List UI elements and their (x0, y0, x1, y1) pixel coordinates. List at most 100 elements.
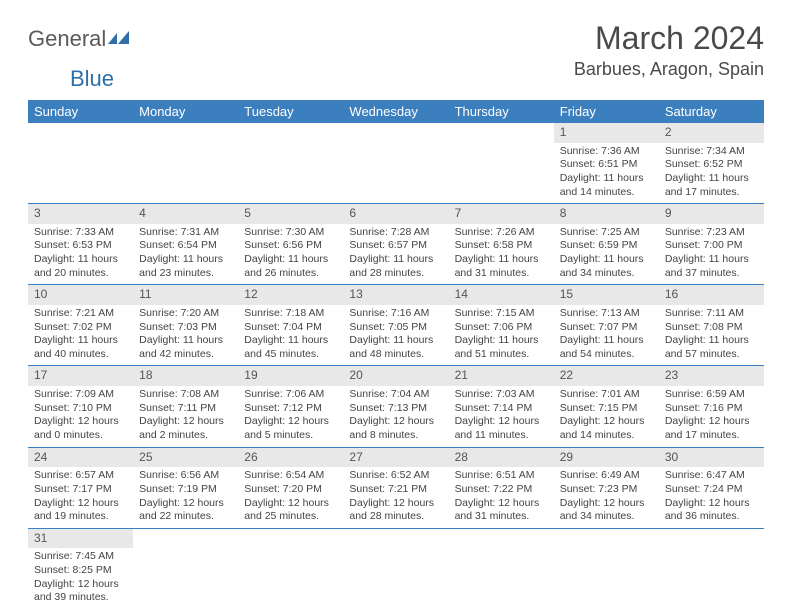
calendar-day-cell: 10Sunrise: 7:21 AMSunset: 7:02 PMDayligh… (28, 285, 133, 366)
sunset-text: Sunset: 6:59 PM (560, 239, 653, 253)
day-number: 30 (659, 448, 764, 468)
daylight-text-2: and 25 minutes. (244, 510, 337, 524)
daylight-text-2: and 22 minutes. (139, 510, 232, 524)
sunrise-text: Sunrise: 7:20 AM (139, 307, 232, 321)
sunrise-text: Sunrise: 6:51 AM (455, 469, 548, 483)
calendar-day-cell: 1Sunrise: 7:36 AMSunset: 6:51 PMDaylight… (554, 123, 659, 204)
daylight-text-2: and 20 minutes. (34, 267, 127, 281)
day-details: Sunrise: 7:26 AMSunset: 6:58 PMDaylight:… (449, 224, 554, 285)
day-details: Sunrise: 7:08 AMSunset: 7:11 PMDaylight:… (133, 386, 238, 447)
sunset-text: Sunset: 7:17 PM (34, 483, 127, 497)
day-number: 26 (238, 448, 343, 468)
sunrise-text: Sunrise: 7:01 AM (560, 388, 653, 402)
day-details: Sunrise: 6:51 AMSunset: 7:22 PMDaylight:… (449, 467, 554, 528)
calendar-day-cell: 3Sunrise: 7:33 AMSunset: 6:53 PMDaylight… (28, 204, 133, 285)
daylight-text: Daylight: 12 hours (349, 497, 442, 511)
sunset-text: Sunset: 7:02 PM (34, 321, 127, 335)
sunset-text: Sunset: 7:05 PM (349, 321, 442, 335)
sunrise-text: Sunrise: 7:08 AM (139, 388, 232, 402)
day-number: 18 (133, 366, 238, 386)
daylight-text: Daylight: 12 hours (139, 497, 232, 511)
day-number: 31 (28, 529, 133, 549)
calendar-day-cell: 30Sunrise: 6:47 AMSunset: 7:24 PMDayligh… (659, 447, 764, 528)
day-number: 4 (133, 204, 238, 224)
daylight-text: Daylight: 11 hours (665, 253, 758, 267)
daylight-text-2: and 26 minutes. (244, 267, 337, 281)
calendar-day-cell: 25Sunrise: 6:56 AMSunset: 7:19 PMDayligh… (133, 447, 238, 528)
daylight-text-2: and 34 minutes. (560, 510, 653, 524)
daylight-text-2: and 42 minutes. (139, 348, 232, 362)
daylight-text-2: and 40 minutes. (34, 348, 127, 362)
daylight-text: Daylight: 12 hours (665, 415, 758, 429)
daylight-text: Daylight: 12 hours (455, 415, 548, 429)
logo: General (28, 26, 132, 52)
sunrise-text: Sunrise: 7:21 AM (34, 307, 127, 321)
calendar-day-cell: 27Sunrise: 6:52 AMSunset: 7:21 PMDayligh… (343, 447, 448, 528)
daylight-text-2: and 11 minutes. (455, 429, 548, 443)
weekday-header: Friday (554, 100, 659, 123)
daylight-text-2: and 17 minutes. (665, 429, 758, 443)
title-block: March 2024 Barbues, Aragon, Spain (574, 20, 764, 80)
day-details: Sunrise: 7:06 AMSunset: 7:12 PMDaylight:… (238, 386, 343, 447)
calendar-day-cell: 2Sunrise: 7:34 AMSunset: 6:52 PMDaylight… (659, 123, 764, 204)
day-details: Sunrise: 7:34 AMSunset: 6:52 PMDaylight:… (659, 143, 764, 204)
daylight-text-2: and 28 minutes. (349, 510, 442, 524)
daylight-text-2: and 19 minutes. (34, 510, 127, 524)
day-details: Sunrise: 7:20 AMSunset: 7:03 PMDaylight:… (133, 305, 238, 366)
sunrise-text: Sunrise: 7:26 AM (455, 226, 548, 240)
calendar-day-cell: 15Sunrise: 7:13 AMSunset: 7:07 PMDayligh… (554, 285, 659, 366)
day-details: Sunrise: 7:13 AMSunset: 7:07 PMDaylight:… (554, 305, 659, 366)
day-number: 27 (343, 448, 448, 468)
sunset-text: Sunset: 7:07 PM (560, 321, 653, 335)
sunrise-text: Sunrise: 7:30 AM (244, 226, 337, 240)
daylight-text: Daylight: 12 hours (665, 497, 758, 511)
day-number: 22 (554, 366, 659, 386)
calendar-day-cell (133, 528, 238, 609)
day-number: 25 (133, 448, 238, 468)
sunrise-text: Sunrise: 7:15 AM (455, 307, 548, 321)
sunset-text: Sunset: 6:56 PM (244, 239, 337, 253)
day-details: Sunrise: 7:09 AMSunset: 7:10 PMDaylight:… (28, 386, 133, 447)
day-number: 23 (659, 366, 764, 386)
daylight-text: Daylight: 11 hours (34, 253, 127, 267)
calendar-day-cell: 8Sunrise: 7:25 AMSunset: 6:59 PMDaylight… (554, 204, 659, 285)
daylight-text: Daylight: 11 hours (455, 253, 548, 267)
sunset-text: Sunset: 7:24 PM (665, 483, 758, 497)
day-details: Sunrise: 6:47 AMSunset: 7:24 PMDaylight:… (659, 467, 764, 528)
calendar-day-cell (449, 528, 554, 609)
calendar-day-cell: 4Sunrise: 7:31 AMSunset: 6:54 PMDaylight… (133, 204, 238, 285)
sunset-text: Sunset: 6:54 PM (139, 239, 232, 253)
weekday-header-row: SundayMondayTuesdayWednesdayThursdayFrid… (28, 100, 764, 123)
day-number: 21 (449, 366, 554, 386)
day-number: 12 (238, 285, 343, 305)
calendar-day-cell: 14Sunrise: 7:15 AMSunset: 7:06 PMDayligh… (449, 285, 554, 366)
day-details: Sunrise: 6:57 AMSunset: 7:17 PMDaylight:… (28, 467, 133, 528)
calendar-day-cell: 6Sunrise: 7:28 AMSunset: 6:57 PMDaylight… (343, 204, 448, 285)
weekday-header: Thursday (449, 100, 554, 123)
calendar-day-cell: 5Sunrise: 7:30 AMSunset: 6:56 PMDaylight… (238, 204, 343, 285)
sunrise-text: Sunrise: 7:03 AM (455, 388, 548, 402)
calendar-day-cell (238, 123, 343, 204)
daylight-text-2: and 39 minutes. (34, 591, 127, 605)
calendar-body: 1Sunrise: 7:36 AMSunset: 6:51 PMDaylight… (28, 123, 764, 609)
month-title: March 2024 (574, 20, 764, 57)
daylight-text-2: and 23 minutes. (139, 267, 232, 281)
day-details: Sunrise: 7:18 AMSunset: 7:04 PMDaylight:… (238, 305, 343, 366)
sunset-text: Sunset: 7:11 PM (139, 402, 232, 416)
sunset-text: Sunset: 8:25 PM (34, 564, 127, 578)
weekday-header: Tuesday (238, 100, 343, 123)
day-number: 5 (238, 204, 343, 224)
calendar-day-cell: 9Sunrise: 7:23 AMSunset: 7:00 PMDaylight… (659, 204, 764, 285)
daylight-text: Daylight: 11 hours (455, 334, 548, 348)
daylight-text-2: and 14 minutes. (560, 186, 653, 200)
day-details: Sunrise: 6:49 AMSunset: 7:23 PMDaylight:… (554, 467, 659, 528)
daylight-text: Daylight: 11 hours (560, 172, 653, 186)
day-number: 24 (28, 448, 133, 468)
day-details: Sunrise: 7:21 AMSunset: 7:02 PMDaylight:… (28, 305, 133, 366)
sunrise-text: Sunrise: 6:47 AM (665, 469, 758, 483)
calendar-day-cell: 19Sunrise: 7:06 AMSunset: 7:12 PMDayligh… (238, 366, 343, 447)
sunrise-text: Sunrise: 6:56 AM (139, 469, 232, 483)
daylight-text-2: and 45 minutes. (244, 348, 337, 362)
calendar-day-cell: 18Sunrise: 7:08 AMSunset: 7:11 PMDayligh… (133, 366, 238, 447)
day-details: Sunrise: 7:25 AMSunset: 6:59 PMDaylight:… (554, 224, 659, 285)
